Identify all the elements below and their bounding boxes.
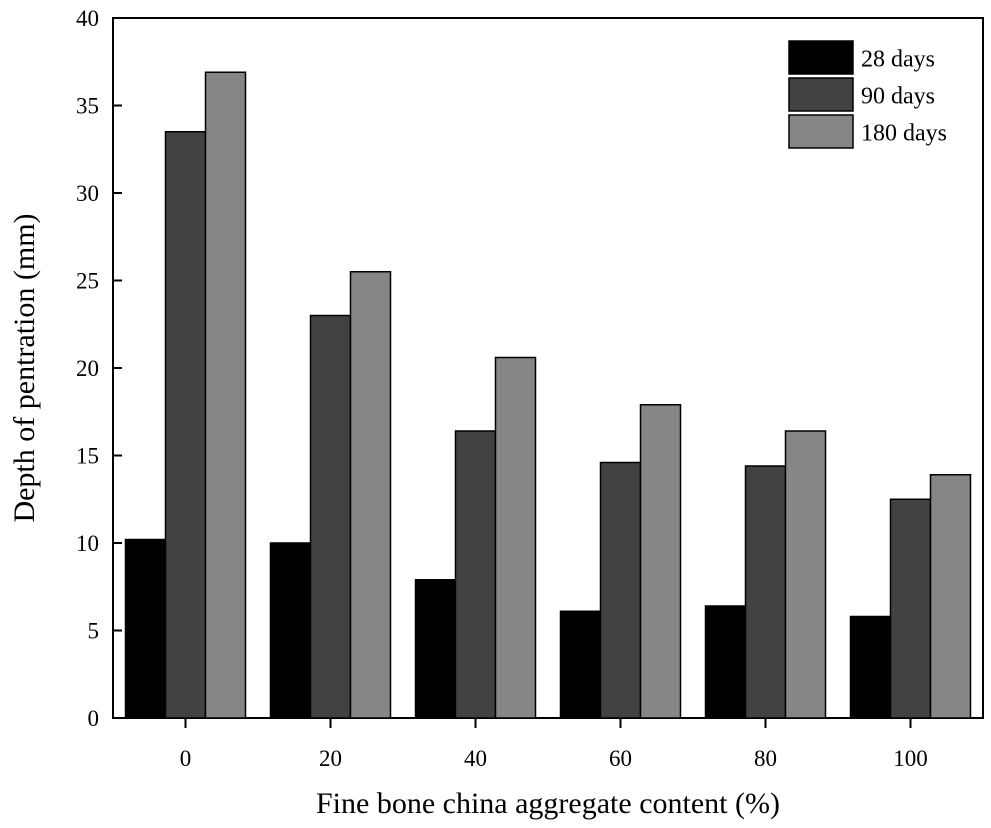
bar-180-days-20	[349, 271, 392, 719]
bar-28-days-100	[849, 615, 892, 719]
bar-180-days-80	[784, 430, 827, 719]
bar-90-days-40	[454, 430, 497, 719]
legend-swatch-90-days	[788, 77, 854, 112]
y-tick-label: 35	[76, 94, 99, 119]
x-tick-label: 100	[893, 746, 928, 771]
bar-180-days-40	[494, 356, 537, 719]
y-axis: 0 5 10 15 20 25 30 35 40	[76, 6, 122, 731]
bar-90-days-0	[164, 131, 207, 719]
bar-90-days-60	[599, 461, 642, 719]
y-tick-label: 5	[88, 619, 100, 644]
x-tick-label: 80	[754, 746, 777, 771]
bar-28-days-20	[269, 542, 312, 719]
x-axis: 0 20 40 60 80 100	[180, 718, 928, 771]
legend-label: 180 days	[861, 121, 947, 147]
bar-28-days-80	[704, 605, 747, 719]
legend-label: 28 days	[861, 47, 935, 73]
y-tick-label: 20	[76, 356, 99, 381]
y-axis-title: Depth of pentration (mm)	[8, 213, 41, 522]
bar-90-days-80	[744, 465, 787, 719]
bar-180-days-60	[639, 404, 682, 719]
bar-90-days-100	[889, 498, 932, 719]
x-tick-label: 0	[180, 746, 192, 771]
bar-28-days-0	[124, 538, 167, 719]
legend-label: 90 days	[861, 84, 935, 110]
legend-swatch-28-days	[788, 40, 854, 75]
x-tick-label: 40	[464, 746, 487, 771]
bars-group	[124, 71, 972, 719]
y-tick-label: 40	[76, 6, 99, 31]
legend: 28 days 90 days 180 days	[788, 40, 947, 149]
bar-180-days-100	[929, 474, 972, 719]
bar-28-days-60	[559, 610, 602, 719]
bar-28-days-40	[414, 579, 457, 719]
bar-180-days-0	[204, 71, 247, 719]
x-tick-label: 20	[319, 746, 342, 771]
bar-90-days-20	[309, 314, 352, 719]
y-tick-label: 15	[76, 444, 99, 469]
y-tick-label: 25	[76, 269, 99, 294]
x-axis-title: Fine bone china aggregate content (%)	[316, 787, 780, 820]
y-tick-label: 10	[76, 531, 99, 556]
legend-swatch-180-days	[788, 114, 854, 149]
y-tick-label: 0	[88, 706, 100, 731]
x-tick-label: 60	[609, 746, 632, 771]
y-tick-label: 30	[76, 181, 99, 206]
